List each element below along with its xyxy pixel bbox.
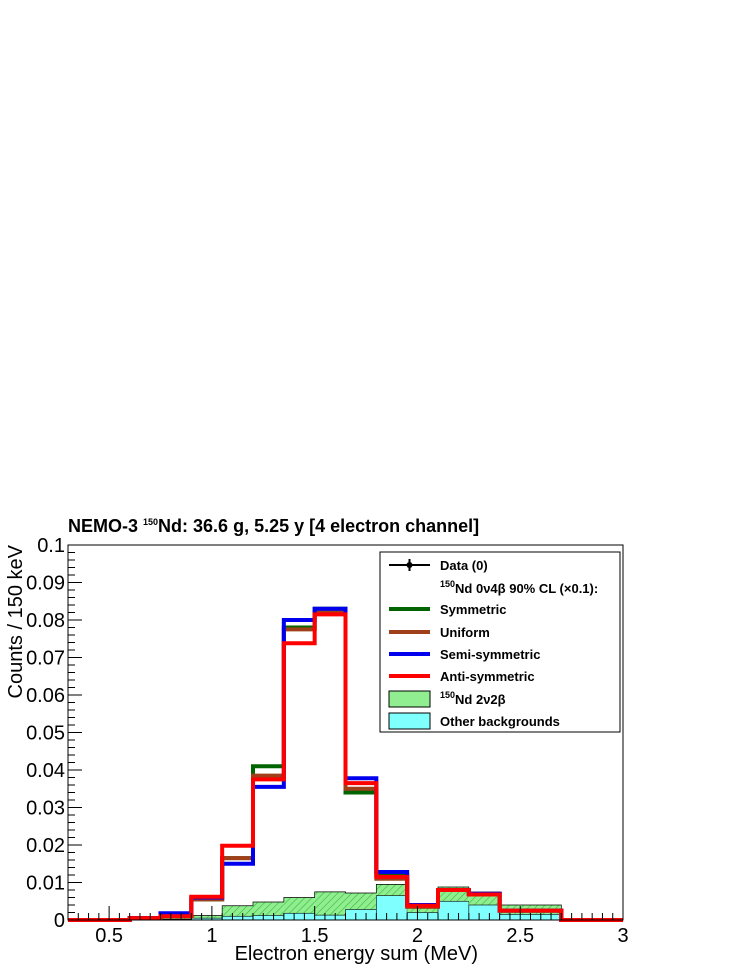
y-axis-label: Counts / 150 keV: [5, 544, 27, 698]
other-background-bar: [314, 914, 346, 921]
chart-title: NEMO-3 150Nd: 36.6 g, 5.25 y [4 electron…: [68, 516, 479, 536]
y-tick-label: 0.02: [26, 835, 65, 857]
legend-entry-nd_2v2b: 150Nd 2ν2β: [388, 690, 506, 708]
y-tick-label: 0.07: [26, 648, 65, 670]
x-tick-label: 2.5: [506, 925, 534, 947]
y-tick-label: 0.01: [26, 873, 65, 895]
y-tick-label: 0.09: [26, 573, 65, 595]
legend-entry-semi_symmetric: Semi-symmetric: [389, 647, 540, 662]
backgrounds-layer: [68, 884, 623, 921]
y-tick-label: 0.05: [26, 723, 65, 745]
other-background-bar: [252, 915, 285, 921]
y-tick-label: 0.1: [37, 535, 65, 557]
y-tick-label: 0.03: [26, 798, 65, 820]
legend-entry-symmetric: Symmetric: [389, 602, 506, 617]
legend: Data (0) 150Nd 0ν4β 90% CL (×0.1): Symmetr…: [379, 551, 621, 733]
legend-entry-uniform: Uniform: [389, 625, 490, 640]
legend-label: Other backgrounds: [440, 714, 560, 729]
nd2v2b-hatch: [191, 915, 223, 920]
y-tick-label: 0.04: [26, 760, 65, 782]
legend-box-swatch: [388, 690, 431, 708]
legend-label: Anti-symmetric: [440, 669, 535, 684]
other-background-bar: [406, 912, 439, 921]
legend-entry-data: Data (0): [389, 558, 488, 573]
x-axis: 0.5 1 1.5 2 2.5 3: [67, 906, 629, 947]
data-marker-icon: [406, 562, 413, 568]
legend-box-swatch: [388, 712, 431, 730]
other-background-bar: [283, 912, 315, 921]
y-axis: 0 0.01 0.02 0.03 0.04 0.05 0.06 0.07 0.08 0.09 0.1: [26, 535, 82, 932]
x-tick-label: 3: [617, 925, 628, 947]
other-background-bar: [376, 895, 408, 921]
legend-label: Symmetric: [440, 602, 506, 617]
other-background-bar: [437, 900, 470, 921]
x-axis-label: Electron energy sum (MeV): [235, 943, 478, 965]
x-tick-label: 1.5: [301, 925, 329, 947]
other-background-bar: [345, 909, 377, 921]
x-tick-label: 1: [206, 925, 217, 947]
y-tick-label: 0.08: [26, 610, 65, 632]
legend-label: Semi-symmetric: [440, 647, 540, 662]
legend-label: 150Nd 2ν2β: [440, 690, 506, 707]
other-background-bar: [468, 904, 500, 921]
legend-entry-other: Other backgrounds: [388, 712, 560, 730]
y-tick-label: 0.06: [26, 685, 65, 707]
legend-label: 150Nd 0ν4β 90% CL (×0.1):: [440, 579, 598, 596]
other-background-bar: [221, 915, 254, 921]
x-tick-label: 0.5: [95, 925, 123, 947]
legend-label: Uniform: [440, 625, 490, 640]
y-tick-label: 0: [54, 910, 65, 932]
x-tick-label: 2: [412, 925, 423, 947]
other-background-bar: [530, 914, 562, 921]
legend-entry-header: 150Nd 0ν4β 90% CL (×0.1):: [440, 579, 598, 596]
other-background-bar: [499, 914, 531, 921]
legend-entry-anti_symmetric: Anti-symmetric: [389, 669, 535, 684]
legend-label: Data (0): [440, 558, 488, 573]
